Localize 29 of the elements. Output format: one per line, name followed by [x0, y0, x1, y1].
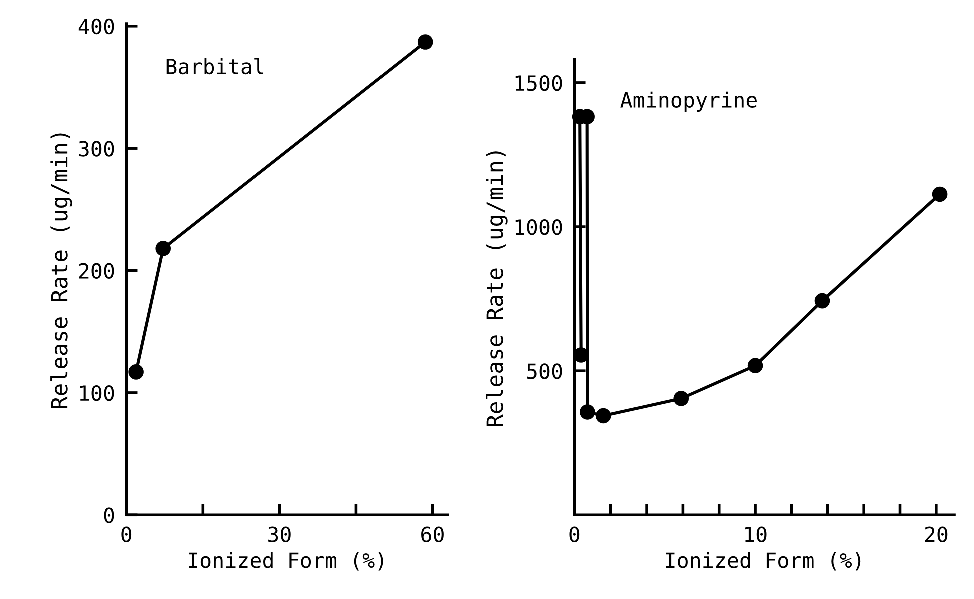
- y-tick-label: 1500: [516, 75, 562, 92]
- point: [674, 391, 690, 406]
- point: [418, 34, 434, 50]
- point: [580, 404, 596, 420]
- y-tick-label: 0: [104, 508, 114, 524]
- y-tick-label: 1000: [516, 220, 562, 236]
- x-tick-label: 0: [122, 526, 132, 542]
- x-tick-label: 30: [268, 526, 291, 542]
- point: [814, 293, 830, 309]
- point: [932, 186, 948, 202]
- x-axis-title: Ionized Form (%): [189, 552, 384, 571]
- y-tick-label: 200: [79, 263, 114, 280]
- point: [156, 241, 171, 256]
- point: [596, 408, 612, 424]
- x-axis-title: Ionized Form (%): [666, 552, 861, 571]
- y-tick-label: 300: [79, 141, 114, 157]
- x-tick-label: 60: [422, 526, 444, 542]
- x-tick-label: 0: [570, 526, 580, 542]
- y-axis-title: Release Rate (ug/min): [486, 152, 508, 426]
- x-tick-label: 10: [746, 526, 767, 542]
- x-tick-label: 20: [925, 526, 948, 542]
- point: [128, 364, 144, 380]
- y-tick-label: 400: [78, 18, 114, 35]
- y-tick-label: 100: [80, 385, 114, 402]
- point: [748, 358, 764, 374]
- text: Aminopyrine: [620, 92, 757, 112]
- text: Barbital: [166, 58, 264, 75]
- y-tick-label: 500: [527, 364, 562, 380]
- y-axis-title: Release Rate (ug/min): [50, 134, 72, 408]
